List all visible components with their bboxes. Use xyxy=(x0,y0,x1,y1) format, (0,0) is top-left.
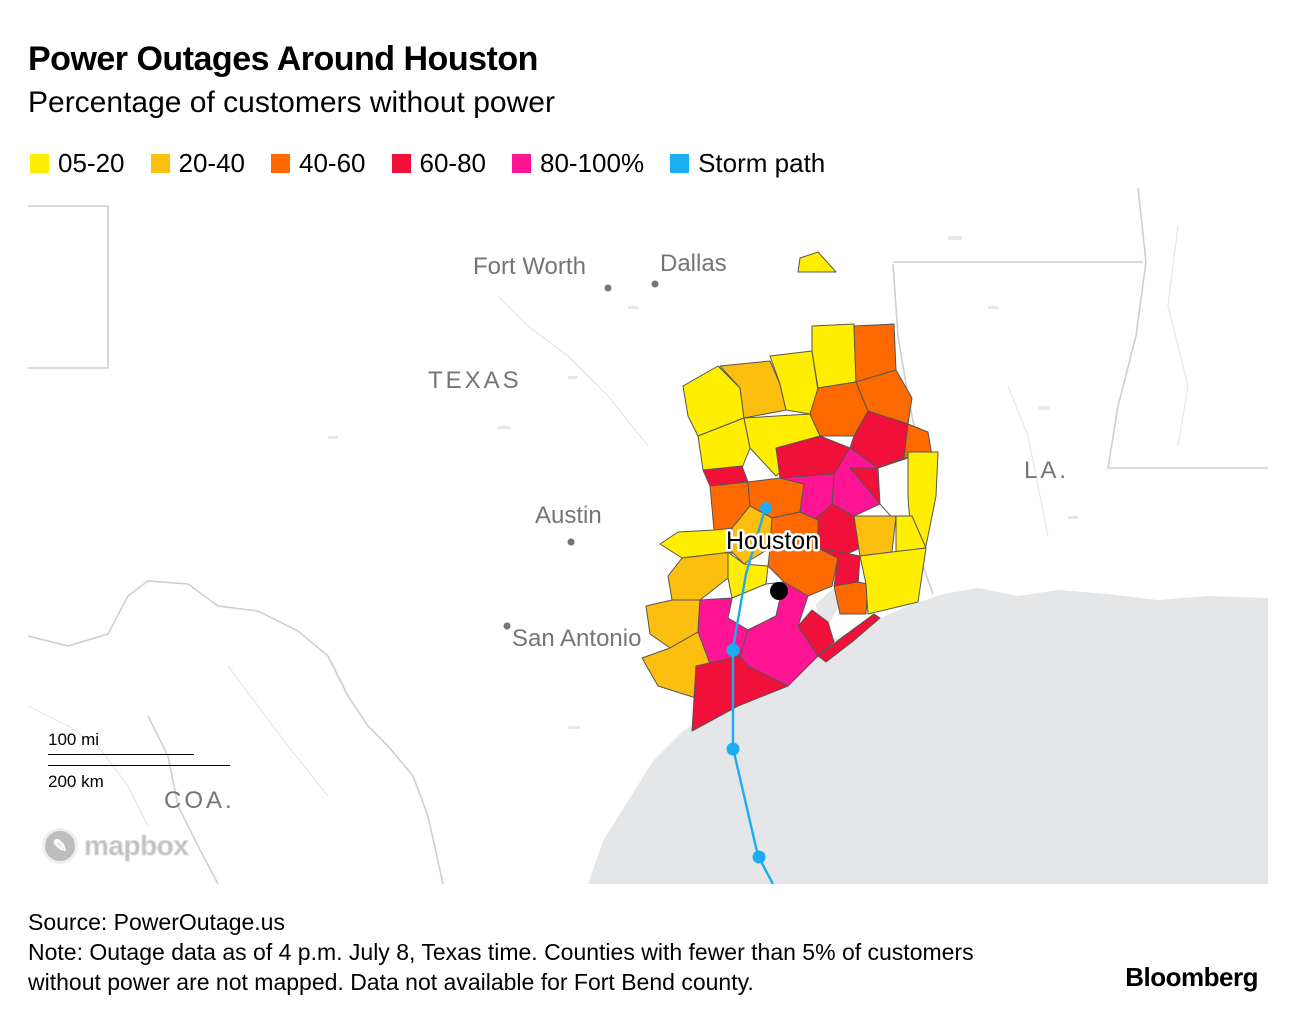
label-louisiana: LA. xyxy=(1024,457,1069,484)
legend-item-80-100: 80-100% xyxy=(512,148,644,179)
terrain-speckles xyxy=(328,236,1078,729)
legend-swatch-80-100 xyxy=(512,154,531,173)
storm-point-3 xyxy=(726,742,740,756)
mapbox-logo-icon: ✎ xyxy=(42,828,78,864)
storm-path xyxy=(726,502,775,884)
legend-label-20-40: 20-40 xyxy=(178,148,246,178)
legend-swatch-20-40 xyxy=(150,154,170,173)
county-matagorda xyxy=(691,655,789,732)
label-austin: Austin xyxy=(535,502,602,529)
legend-item-60-80: 60-80 xyxy=(391,148,487,179)
houston-dot xyxy=(770,582,788,600)
footer: Source: PowerOutage.us Note: Outage data… xyxy=(28,907,1048,997)
legend-swatch-60-80 xyxy=(391,154,411,173)
dallas-dot xyxy=(651,280,659,288)
counties xyxy=(641,251,939,732)
label-coahuila: COA. xyxy=(164,787,235,814)
chart-subtitle: Percentage of customers without power xyxy=(28,86,555,119)
galveston-bay xyxy=(816,588,840,626)
legend-label-80-100: 80-100% xyxy=(540,148,645,178)
county-galveston-island xyxy=(817,613,881,663)
legend-swatch-storm-path xyxy=(670,154,690,173)
legend-item-storm-path: Storm path xyxy=(670,148,825,179)
gulf-of-mexico xyxy=(588,588,1268,884)
chart-title: Power Outages Around Houston xyxy=(28,40,538,78)
data-note: Note: Outage data as of 4 p.m. July 8, T… xyxy=(28,939,974,995)
storm-point-1 xyxy=(760,502,772,514)
mapbox-wordmark: mapbox xyxy=(83,830,189,862)
county-isolated-north xyxy=(797,251,837,273)
terrain-lines xyxy=(28,225,1189,827)
mexico-state-border xyxy=(147,715,219,884)
legend-label-60-80: 60-80 xyxy=(419,148,487,178)
label-houston: Houston xyxy=(726,527,819,555)
scale-line-km xyxy=(48,765,230,766)
legend-label-05-20: 05-20 xyxy=(58,148,125,178)
legend-swatch-05-20 xyxy=(30,154,49,173)
mapbox-attribution[interactable]: ✎ mapbox xyxy=(42,828,189,864)
legend: 05-20 20-40 40-60 60-80 80-100% Storm pa… xyxy=(30,148,851,179)
bloomberg-logo: Bloomberg xyxy=(1125,962,1258,992)
louisiana-north-border xyxy=(1107,187,1268,469)
storm-point-4 xyxy=(752,850,766,864)
source-note: Source: PowerOutage.us xyxy=(28,909,285,935)
county-n1 xyxy=(811,323,857,389)
map-canvas: Fort Worth Dallas TEXAS LA. Austin San A… xyxy=(28,186,1268,884)
label-san-antonio: San Antonio xyxy=(512,625,641,652)
label-dallas: Dallas xyxy=(660,250,727,277)
county-chambers xyxy=(833,581,869,615)
legend-swatch-40-60 xyxy=(271,154,290,173)
legend-label-40-60: 40-60 xyxy=(299,148,366,178)
outage-map[interactable]: Fort Worth Dallas TEXAS LA. Austin San A… xyxy=(28,186,1268,884)
legend-item-40-60: 40-60 xyxy=(271,148,366,179)
county-e1 xyxy=(907,451,939,547)
county-nc2 xyxy=(855,369,913,425)
legend-item-20-40: 20-40 xyxy=(150,148,246,179)
label-fort-worth: Fort Worth xyxy=(473,253,586,280)
county-jefferson xyxy=(859,547,927,615)
scale-bar: 100 mi 200 km xyxy=(48,730,230,792)
legend-label-storm-path: Storm path xyxy=(698,148,826,178)
county-w2a xyxy=(697,417,751,471)
county-galveston xyxy=(797,609,835,657)
texas-oklahoma-border xyxy=(28,205,109,369)
legend-item-05-20: 05-20 xyxy=(30,148,125,179)
scale-line-miles xyxy=(48,754,194,755)
borders xyxy=(28,187,1268,884)
label-texas: TEXAS xyxy=(428,367,522,394)
austin-dot xyxy=(567,538,575,546)
scale-label-km: 200 km xyxy=(48,772,104,791)
county-e2 xyxy=(853,515,897,557)
san-antonio-dot xyxy=(503,622,511,630)
scale-label-miles: 100 mi xyxy=(48,730,100,749)
storm-point-2 xyxy=(726,643,740,657)
rio-grande-border xyxy=(28,580,444,884)
fort-worth-dot xyxy=(604,284,612,292)
